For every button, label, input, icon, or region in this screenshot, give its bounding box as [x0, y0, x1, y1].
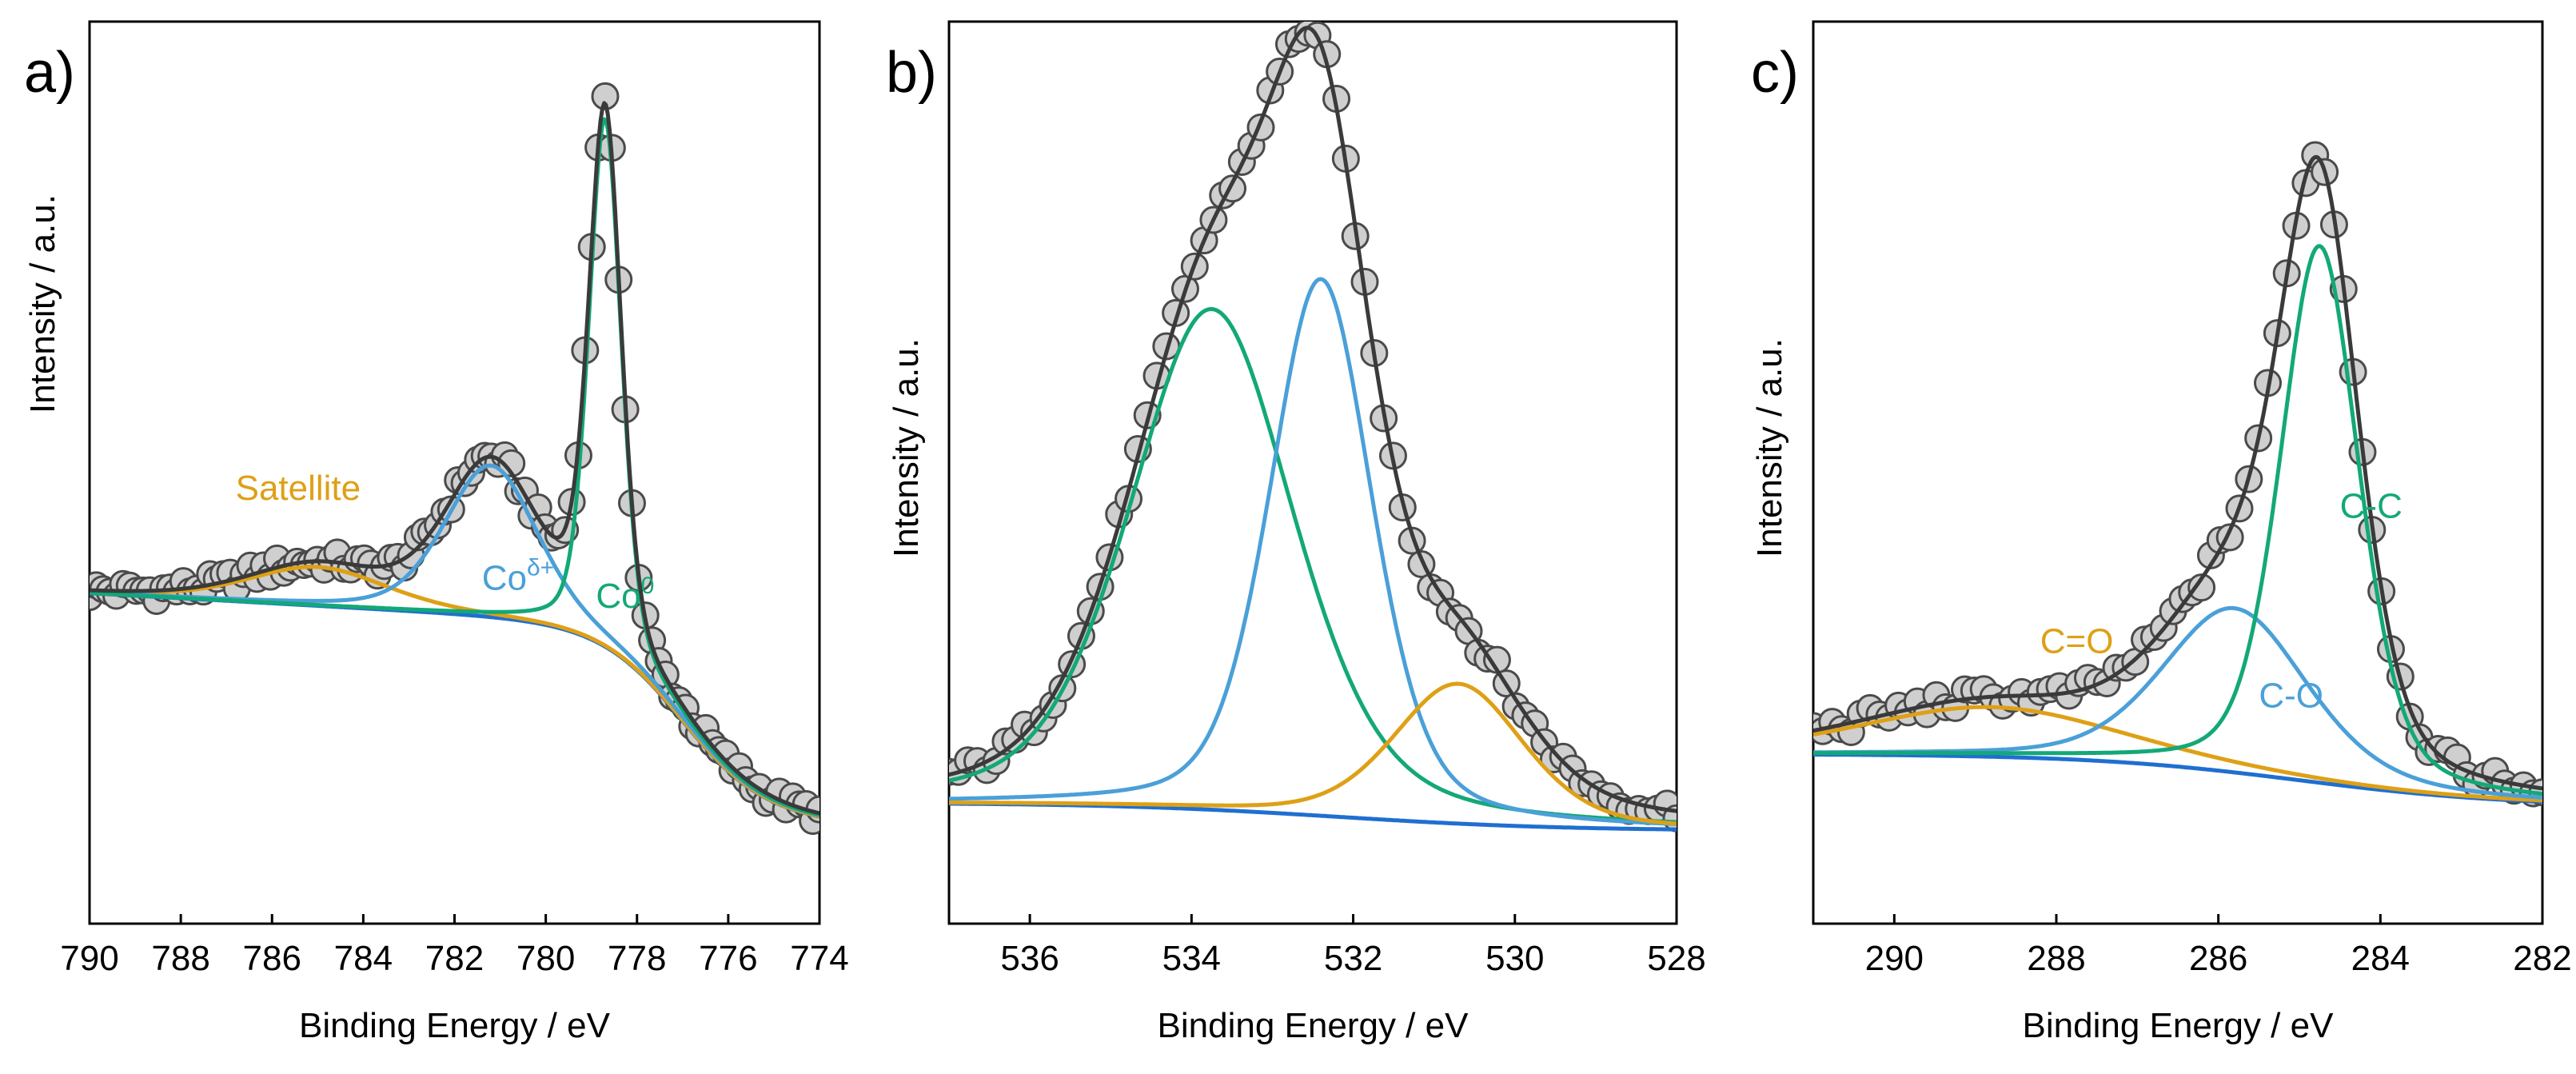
panel-2: 536 534 532 530 528 Binding Energy / eV Intens…	[886, 20, 1706, 1045]
component-line	[949, 681, 1677, 826]
x-tick-label: 530	[1485, 939, 1544, 978]
plot-area	[1813, 141, 2542, 808]
y-axis-title: Intensity / a.u.	[1750, 338, 1789, 557]
plot-area	[949, 22, 1677, 832]
x-axis-title: Binding Energy / eV	[1158, 1006, 1469, 1045]
y-axis-title: Intensity / a.u.	[887, 338, 926, 557]
x-tick-label: 778	[608, 939, 666, 978]
panel-letter: b)	[886, 41, 937, 105]
peak-label: C-C	[2340, 486, 2403, 525]
y-axis-title: Intensity / a.u.	[23, 194, 62, 413]
x-tick-label: 776	[699, 939, 757, 978]
component-line	[949, 277, 1677, 826]
x-axis-title: Binding Energy / eV	[2023, 1006, 2335, 1045]
component-line	[90, 117, 819, 817]
peak-label: Co0	[596, 573, 654, 616]
peak-label: Satellite	[236, 469, 361, 508]
plot-frame	[1812, 20, 2544, 925]
peak-label: C=O	[2040, 622, 2114, 661]
peak-label: Coδ+	[482, 555, 554, 598]
x-tick-label: 788	[151, 939, 209, 978]
x-axis-title: Binding Energy / eV	[299, 1006, 611, 1045]
envelope-line	[949, 26, 1677, 813]
x-tick-label: 782	[425, 939, 484, 978]
envelope-line	[1813, 154, 2542, 791]
x-tick-label: 780	[516, 939, 575, 978]
x-tick-label: 790	[60, 939, 118, 978]
x-tick-label: 282	[2513, 939, 2571, 978]
x-tick-label: 784	[334, 939, 393, 978]
plot-area	[90, 82, 819, 835]
x-tick-label: 528	[1647, 939, 1705, 978]
panel-1: 790 788 786 784 782 780 778 776 774 Binding Energ…	[23, 20, 849, 1045]
x-tick-label: 534	[1162, 939, 1221, 978]
panel-letter: a)	[24, 41, 75, 105]
background-line	[90, 591, 819, 819]
background-line	[1813, 753, 2542, 804]
peak-label: C-O	[2259, 676, 2323, 715]
x-tick-label: 536	[1000, 939, 1059, 978]
x-tick-label: 774	[790, 939, 848, 978]
x-tick-label: 786	[243, 939, 301, 978]
component-line	[1813, 244, 2542, 797]
x-tick-label: 288	[2027, 939, 2085, 978]
x-tick-label: 290	[1865, 939, 1924, 978]
envelope-line	[90, 101, 819, 816]
x-tick-label: 284	[2351, 939, 2410, 978]
panel-3: 290 288 286 284 282 Binding Energy / eV Intens…	[1750, 20, 2572, 1045]
x-tick-label: 286	[2189, 939, 2247, 978]
panel-letter: c)	[1751, 41, 1799, 105]
data-point	[2187, 573, 2216, 602]
x-tick-label: 532	[1324, 939, 1382, 978]
